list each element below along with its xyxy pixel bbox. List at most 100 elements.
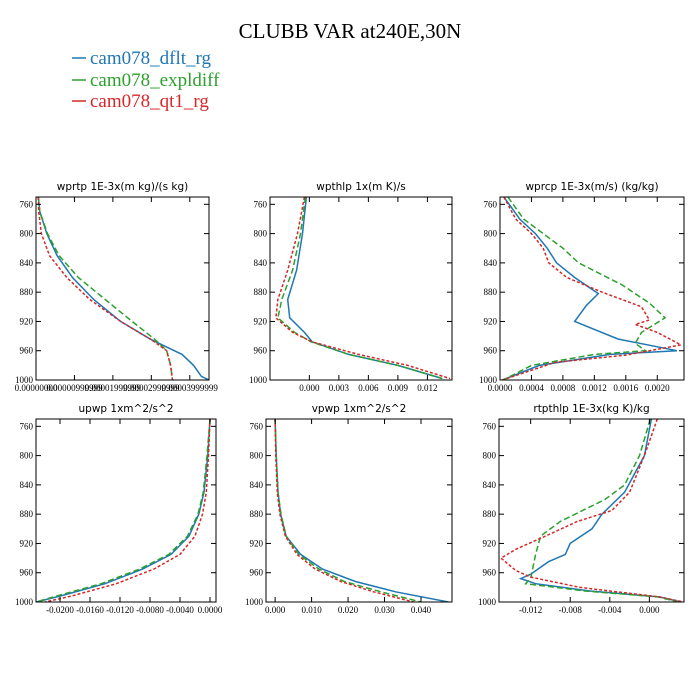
panel-4: upwp 1xm^2/s^2 760 800 840 880 920 960 1000 -0.0…: [15, 403, 223, 615]
y-tick-label: 920: [20, 316, 34, 326]
y-tick-label: 800: [254, 229, 268, 239]
y-tick-label: 960: [254, 346, 268, 356]
y-tick-label: 960: [20, 346, 34, 356]
x-tick-label: 0.003: [329, 383, 350, 393]
plot-frame: [269, 196, 453, 381]
panel-title: rtpthlp 1E-3x(kg K)/kg: [533, 403, 649, 415]
x-tick-label: 0.0004: [519, 383, 544, 393]
panel-3: wprcp 1E-3x(m/s) (kg/kg) 760 800 840 880 920 9…: [479, 181, 685, 393]
x-tick-label: 0.00000000: [15, 383, 58, 393]
x-tick-label: 0.00002999999: [123, 383, 180, 393]
x-tick-label: -0.0200: [46, 605, 74, 615]
y-tick-label: 840: [484, 258, 498, 268]
y-tick-label: 800: [484, 229, 498, 239]
plot-frame: [265, 418, 453, 603]
panels: wprtp 1E-3x(m kg)/(s kg) 760 800 840 880 920 9…: [15, 181, 685, 615]
y-tick-label: 1000: [15, 375, 34, 385]
x-tick-label: 0.000: [265, 605, 286, 615]
y-tick-label: 880: [250, 509, 264, 519]
x-tick-label: -0.0160: [76, 605, 104, 615]
x-tick-label: 0.0008: [551, 383, 576, 393]
x-tick-label: 0.0012: [582, 383, 607, 393]
x-tick-label: -0.004: [598, 605, 622, 615]
y-tick-label: 920: [484, 316, 498, 326]
series-line-expldiff: [36, 419, 211, 602]
panel-title: wprcp 1E-3x(m/s) (kg/kg): [525, 181, 658, 193]
y-tick-label: 760: [254, 199, 268, 209]
figure-title: CLUBB VAR at240E,30N: [239, 19, 462, 43]
y-tick-label: 1000: [15, 597, 34, 607]
legend: cam078_dflt_rg cam078_expldiff cam078_qt…: [72, 48, 220, 112]
y-tick-label: 760: [483, 421, 497, 431]
series-line-dflt: [286, 197, 443, 380]
x-tick-label: 0.020: [338, 605, 359, 615]
panel-6: rtpthlp 1E-3x(kg K)/kg 760 800 840 880 920 960…: [478, 403, 685, 615]
y-tick-label: 800: [483, 451, 497, 461]
y-tick-label: 760: [484, 199, 498, 209]
plot-frame: [35, 418, 217, 603]
x-tick-label: 0.00000999999: [46, 383, 103, 393]
y-tick-label: 960: [483, 568, 497, 578]
y-tick-label: 760: [20, 199, 34, 209]
plot-frame: [498, 418, 685, 603]
x-tick-label: 0.0000: [488, 383, 513, 393]
panel-title: wprtp 1E-3x(m kg)/(s kg): [57, 181, 188, 193]
y-tick-label: 920: [20, 538, 34, 548]
x-tick-label: -0.0040: [166, 605, 194, 615]
series-line-expldiff: [277, 197, 443, 380]
series-line-qt1: [37, 197, 174, 380]
x-tick-label: -0.012: [519, 605, 542, 615]
panel-title: vpwp 1xm^2/s^2: [312, 403, 407, 415]
series-line-qt1: [274, 419, 414, 602]
y-tick-label: 920: [483, 538, 497, 548]
y-tick-label: 1000: [478, 597, 497, 607]
y-tick-label: 880: [484, 287, 498, 297]
y-tick-label: 760: [20, 421, 34, 431]
x-tick-label: 0.00001999999: [85, 383, 142, 393]
panel-5: vpwp 1xm^2/s^2 760 800 840 880 920 960 10000.00…: [245, 403, 453, 615]
y-tick-label: 840: [20, 258, 34, 268]
x-tick-label: 0.030: [374, 605, 395, 615]
y-tick-label: 1000: [479, 375, 498, 385]
x-tick-label: 0.00003999999: [162, 383, 219, 393]
legend-label-expldiff: cam078_expldiff: [90, 70, 220, 91]
y-tick-label: 840: [250, 480, 264, 490]
series-line-qt1: [499, 419, 684, 602]
plot-frame: [499, 196, 685, 381]
y-tick-label: 880: [254, 287, 268, 297]
series-line-expldiff: [37, 197, 174, 380]
y-tick-label: 880: [20, 509, 34, 519]
series-line-qt1: [275, 197, 451, 380]
y-tick-label: 1000: [249, 375, 268, 385]
series-line-qt1: [44, 419, 211, 602]
y-tick-label: 880: [20, 287, 34, 297]
x-tick-label: 0.006: [358, 383, 379, 393]
y-tick-label: 1000: [245, 597, 264, 607]
series-line-dflt: [37, 197, 209, 380]
series-line-dflt: [36, 419, 211, 602]
x-tick-label: 0.000: [299, 383, 320, 393]
x-tick-label: -0.0120: [106, 605, 134, 615]
y-tick-label: 960: [20, 568, 34, 578]
series-line-expldiff: [502, 197, 667, 380]
x-tick-label: 0.012: [417, 383, 437, 393]
y-tick-label: 880: [483, 509, 497, 519]
y-tick-label: 800: [250, 451, 264, 461]
panel-title: upwp 1xm^2/s^2: [79, 403, 174, 415]
plot-frame: [35, 196, 210, 381]
x-tick-label: 0.009: [388, 383, 409, 393]
x-tick-label: -0.0080: [136, 605, 164, 615]
y-tick-label: 920: [254, 316, 268, 326]
y-tick-label: 800: [20, 451, 34, 461]
x-tick-label: 0.040: [411, 605, 432, 615]
legend-label-dflt: cam078_dflt_rg: [90, 48, 212, 69]
panel-2: wpthlp 1x(m K)/s 760 800 840 880 920 960 1000 0.…: [249, 181, 453, 393]
series-line-expldiff: [274, 419, 422, 602]
series-line-dflt: [502, 197, 678, 380]
series-line-qt1: [502, 197, 684, 380]
legend-label-qt1: cam078_qt1_rg: [90, 91, 209, 112]
y-tick-label: 840: [20, 480, 34, 490]
y-tick-label: 760: [250, 421, 264, 431]
y-tick-label: 960: [484, 346, 498, 356]
